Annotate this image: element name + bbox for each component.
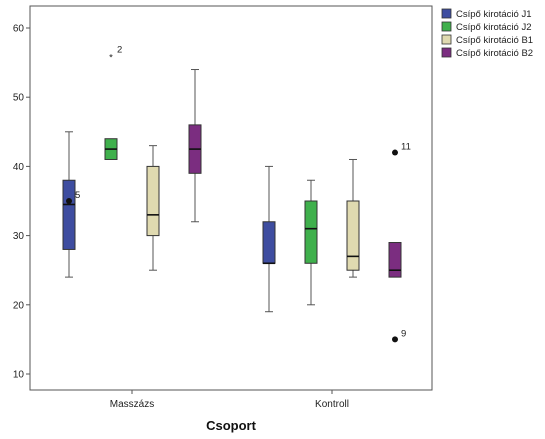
legend-item: Csípő kirotáció J2 — [441, 21, 532, 33]
box-iqr — [146, 165, 160, 237]
legend-swatch — [441, 47, 452, 58]
outlier-marker — [66, 198, 72, 204]
x-axis-title: Csoport — [206, 418, 257, 433]
box-iqr — [304, 200, 318, 264]
legend-item: Csípő kirotáció B2 — [441, 47, 533, 59]
legend-swatch — [441, 21, 452, 32]
outlier-label: 11 — [401, 142, 411, 153]
y-tick-label: 60 — [13, 24, 25, 35]
legend-swatch — [441, 8, 452, 19]
box-plot — [346, 158, 360, 278]
box-plot: 5 — [62, 131, 80, 278]
y-tick-label: 40 — [13, 162, 25, 173]
y-tick-label: 10 — [13, 370, 25, 381]
box-iqr — [262, 221, 276, 264]
legend-item: Csípő kirotáció J1 — [441, 8, 532, 20]
outlier-label: 5 — [75, 190, 80, 201]
box-plot: *2 — [104, 45, 122, 160]
box-iqr — [388, 242, 402, 278]
box-iqr — [62, 179, 76, 250]
outlier-marker — [392, 149, 398, 156]
box-plot — [146, 145, 160, 271]
y-tick-label: 50 — [13, 93, 25, 104]
y-axis: 10 20 30 40 50 60 — [13, 24, 30, 381]
x-axis: Masszázs Kontroll — [110, 390, 349, 410]
outlier-label: 9 — [401, 328, 406, 339]
plot-frame — [29, 5, 433, 391]
y-tick-label: 20 — [13, 300, 25, 311]
legend-label: Csípő kirotáció J2 — [456, 22, 532, 33]
y-tick-label: 30 — [13, 231, 25, 242]
extreme-outlier-marker: * — [109, 53, 113, 64]
outlier-label: 2 — [117, 45, 122, 56]
box-plot — [262, 165, 276, 313]
box-plot: 11 9 — [388, 142, 411, 343]
legend-label: Csípő kirotáció B1 — [456, 35, 533, 46]
legend: Csípő kirotáció J1 Csípő kirotáció J2 Csíp… — [441, 8, 533, 59]
legend-label: Csípő kirotáció J1 — [456, 9, 532, 20]
outlier-marker — [392, 336, 398, 343]
box-plot — [188, 69, 202, 223]
box-plot — [304, 179, 318, 306]
x-tick-label: Kontroll — [315, 399, 349, 410]
box-iqr — [346, 200, 360, 271]
x-tick-label: Masszázs — [110, 399, 154, 410]
legend-item: Csípő kirotáció B1 — [441, 34, 533, 46]
legend-label: Csípő kirotáció B2 — [456, 48, 533, 59]
legend-swatch — [441, 34, 452, 45]
